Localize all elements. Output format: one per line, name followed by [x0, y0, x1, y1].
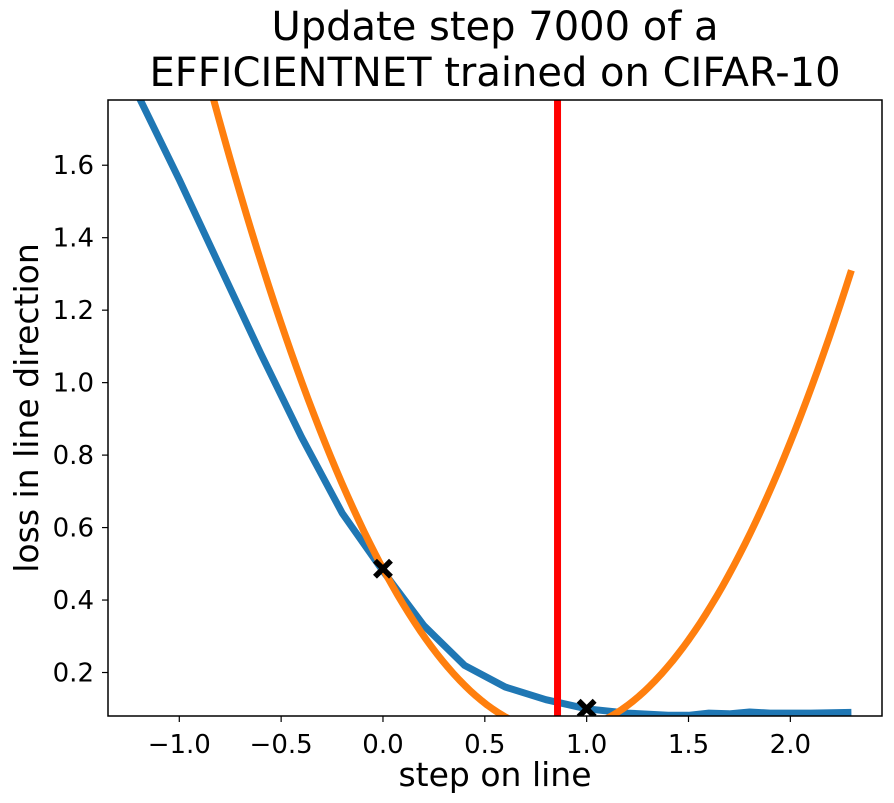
- y-tick-label: 1.6: [53, 151, 94, 181]
- chart-title: Update step 7000 of a EFFICIENTNET train…: [108, 4, 882, 96]
- y-tick-label: 0.4: [53, 586, 94, 616]
- marker-x-0: [373, 558, 393, 579]
- y-tick-label: 0.8: [53, 441, 94, 471]
- chart-title-line-1: Update step 7000 of a: [271, 4, 719, 50]
- axis-ticks: −1.0 −0.5 0.0 0.5 1.0 1.5 2.0 0.2 0.4 0.6 0.8 1.0 1.…: [53, 151, 811, 760]
- y-tick-label: 0.6: [53, 514, 94, 544]
- x-tick-label: 0.0: [362, 730, 403, 760]
- plot-marks: [136, 100, 855, 716]
- y-tick-label: 1.0: [53, 369, 94, 399]
- x-tick-label: 1.5: [668, 730, 709, 760]
- series-line-1: [210, 100, 855, 716]
- y-tick-label: 1.2: [53, 296, 94, 326]
- plot-frame: [107, 99, 883, 717]
- x-tick-label: −1.0: [148, 730, 211, 760]
- series-line-0: [136, 100, 852, 716]
- y-axis-label: loss in line direction: [7, 243, 46, 572]
- chart-title-line-2: EFFICIENTNET trained on CIFAR-10: [149, 50, 841, 96]
- x-tick-label: 0.5: [464, 730, 505, 760]
- x-tick-label: 1.0: [566, 730, 607, 760]
- x-tick-label: 2.0: [770, 730, 811, 760]
- marker-x-1: [576, 698, 597, 716]
- x-axis-label: step on line: [398, 755, 591, 794]
- y-tick-label: 0.2: [53, 659, 94, 689]
- y-tick-label: 1.4: [53, 224, 94, 254]
- x-tick-label: −0.5: [250, 730, 313, 760]
